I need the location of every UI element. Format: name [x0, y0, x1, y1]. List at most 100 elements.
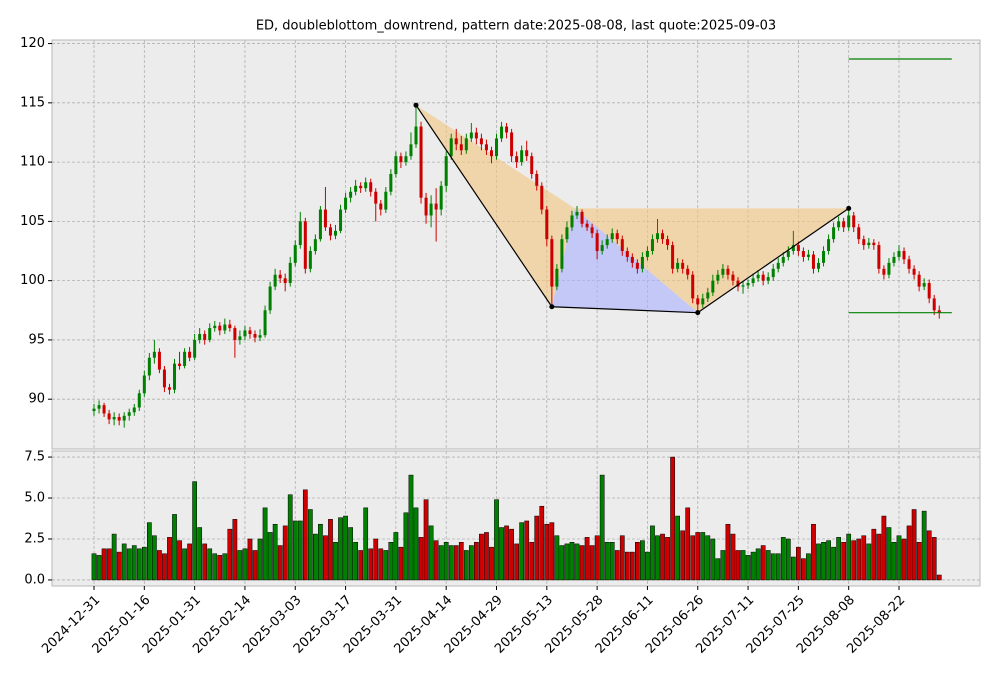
volume-bar — [408, 474, 414, 581]
candle-body — [590, 227, 594, 234]
volume-bar — [801, 558, 806, 581]
candle-body — [198, 334, 202, 340]
volume-bar — [866, 543, 872, 581]
volume-bar — [504, 525, 509, 581]
volume-bar — [785, 538, 791, 581]
candle-body — [897, 251, 901, 257]
candle-body — [147, 357, 151, 376]
candle-body — [208, 328, 212, 340]
volume-bar — [141, 546, 147, 581]
volume-bar — [584, 537, 590, 581]
volume-bar — [680, 530, 686, 581]
volume-bar — [484, 532, 489, 581]
pattern-lines — [413, 58, 952, 316]
candle-body — [303, 221, 307, 269]
volume-bar — [685, 507, 691, 581]
candle-body — [620, 239, 624, 252]
candle-body — [756, 274, 760, 279]
volume-bar — [448, 545, 454, 581]
candle-body — [565, 227, 569, 240]
candle-body — [751, 278, 755, 284]
volume-bar — [645, 551, 650, 581]
candle-body — [595, 233, 599, 252]
volume-bar — [152, 535, 157, 581]
volume-bar — [675, 515, 680, 581]
candle-body — [605, 239, 609, 246]
volume-bar — [237, 550, 243, 581]
volume-bar — [413, 507, 419, 581]
volume-bar — [423, 499, 429, 581]
candle-body — [349, 191, 353, 198]
candle-body — [107, 413, 111, 420]
candle-body — [822, 251, 826, 263]
volume-bar — [529, 542, 535, 581]
volume-tick-label: 2.5 — [24, 531, 45, 546]
pattern-point — [413, 102, 419, 108]
volume-bar — [232, 519, 238, 581]
candle-body — [223, 324, 227, 331]
candle-body — [676, 262, 680, 269]
candle-body — [243, 330, 247, 337]
volume-bar — [383, 550, 389, 581]
volume-bar — [514, 543, 519, 581]
volume-bar — [297, 520, 303, 581]
candle-body — [474, 132, 478, 139]
volume-bar — [755, 548, 761, 581]
volume-bar — [91, 553, 97, 581]
volume-bar — [901, 538, 907, 581]
volume-bar — [368, 548, 374, 581]
candle-body — [505, 126, 509, 133]
candle-body — [746, 283, 750, 286]
volume-bar — [106, 548, 112, 581]
candle-body — [555, 268, 559, 287]
volume-bar — [182, 548, 187, 581]
volume-bar — [323, 535, 328, 581]
volume-bar — [655, 535, 660, 581]
volume-bar — [146, 522, 152, 581]
candle-body — [852, 215, 856, 228]
volume-bar — [665, 537, 670, 581]
volume-bar — [131, 545, 137, 581]
volume-bar — [730, 533, 736, 581]
candle-body — [278, 274, 282, 279]
volume-bar — [277, 545, 283, 581]
candle-body — [615, 233, 619, 240]
candle-body — [394, 156, 398, 174]
volume-tick-label: 5.0 — [24, 491, 45, 506]
candle-body — [389, 173, 393, 192]
volume-bar — [846, 533, 852, 581]
candle-body — [132, 407, 136, 413]
candle-body — [917, 274, 921, 287]
candle-body — [887, 262, 891, 275]
y-tick-label: 120 — [20, 36, 45, 51]
volume-bar — [609, 542, 615, 581]
candle-body — [318, 209, 322, 240]
volume-bar — [267, 532, 273, 581]
volume-bar — [313, 533, 318, 581]
volume-bar — [157, 550, 162, 581]
candle-body — [283, 278, 287, 284]
volume-bar — [780, 537, 786, 581]
candle-body — [424, 197, 428, 216]
volume-bar — [886, 527, 892, 581]
volume-bar — [212, 553, 218, 581]
candle-body — [862, 239, 866, 246]
volume-bar — [418, 537, 424, 581]
volume-bar — [242, 548, 248, 581]
candle-body — [213, 325, 217, 329]
candle-body — [500, 126, 504, 139]
candle-body — [801, 251, 805, 257]
volume-bar — [247, 538, 253, 581]
volume-bar — [287, 494, 293, 581]
volume-bar — [499, 527, 504, 581]
volume-bar — [861, 535, 867, 581]
candle-body — [369, 182, 373, 192]
candle-body — [776, 262, 780, 269]
candle-body — [655, 233, 660, 240]
candle-body — [570, 215, 574, 228]
pattern-point — [695, 310, 701, 316]
candle-body — [167, 387, 171, 390]
volume-bar — [534, 515, 540, 581]
volume-bar — [740, 550, 746, 581]
candle-body — [701, 298, 705, 305]
